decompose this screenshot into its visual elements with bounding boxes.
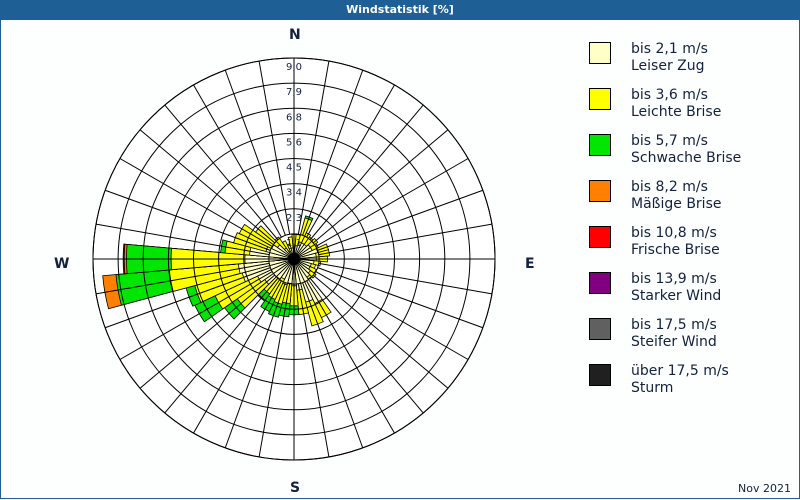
ring-label: 6,8	[286, 112, 302, 123]
legend-label: Leichte Brise	[631, 104, 722, 120]
wind-rose-chart: 1,1 2,3 3,4 4,5 5,6 6,8 7,9 9,0	[92, 57, 496, 461]
compass-west: W	[54, 256, 70, 272]
legend-range: bis 17,5 m/s	[631, 317, 717, 333]
compass-south: S	[290, 480, 301, 496]
legend-swatch	[589, 134, 611, 156]
legend-range: bis 5,7 m/s	[631, 133, 708, 149]
legend-item-frische-brise: bis 10,8 m/s Frische Brise	[589, 225, 789, 272]
window-title: Windstatistik [%]	[0, 0, 800, 20]
legend-item-leiser-zug: bis 2,1 m/s Leiser Zug	[589, 41, 789, 88]
ring-label: 9,0	[286, 62, 302, 73]
legend-item-maessige-brise: bis 8,2 m/s Mäßige Brise	[589, 179, 789, 226]
legend-swatch	[589, 318, 611, 340]
legend-range: bis 13,9 m/s	[631, 271, 717, 287]
ring-label: 2,3	[286, 213, 302, 224]
ring-label: 7,9	[286, 87, 302, 98]
legend-label: Frische Brise	[631, 242, 720, 258]
legend-label: Schwache Brise	[631, 150, 742, 166]
ring-label: 1,1	[286, 238, 302, 249]
legend-swatch	[589, 364, 611, 386]
ring-label: 3,4	[286, 188, 302, 199]
legend-range: bis 2,1 m/s	[631, 41, 708, 57]
legend-item-steifer-wind: bis 17,5 m/s Steifer Wind	[589, 317, 789, 364]
legend-range: bis 8,2 m/s	[631, 179, 708, 195]
legend-label: Mäßige Brise	[631, 196, 722, 212]
legend-label: Starker Wind	[631, 288, 722, 304]
legend: bis 2,1 m/s Leiser Zug bis 3,6 m/s Leichte…	[589, 41, 789, 410]
legend-item-starker-wind: bis 13,9 m/s Starker Wind	[589, 271, 789, 318]
compass-north: N	[289, 27, 301, 43]
legend-item-leichte-brise: bis 3,6 m/s Leichte Brise	[589, 87, 789, 134]
legend-swatch	[589, 226, 611, 248]
ring-label: 4,5	[286, 163, 302, 174]
legend-range: bis 3,6 m/s	[631, 87, 708, 103]
legend-range: über 17,5 m/s	[631, 363, 729, 379]
legend-label: Leiser Zug	[631, 58, 705, 74]
legend-swatch	[589, 42, 611, 64]
compass-east: E	[525, 256, 535, 272]
legend-item-sturm: über 17,5 m/s Sturm	[589, 363, 789, 410]
legend-item-schwache-brise: bis 5,7 m/s Schwache Brise	[589, 133, 789, 180]
ring-label: 5,6	[286, 137, 302, 148]
legend-label: Steifer Wind	[631, 334, 717, 350]
legend-swatch	[589, 272, 611, 294]
legend-swatch	[589, 180, 611, 202]
legend-label: Sturm	[631, 380, 674, 396]
legend-range: bis 10,8 m/s	[631, 225, 717, 241]
legend-swatch	[589, 88, 611, 110]
period-label: Nov 2021	[738, 482, 791, 495]
